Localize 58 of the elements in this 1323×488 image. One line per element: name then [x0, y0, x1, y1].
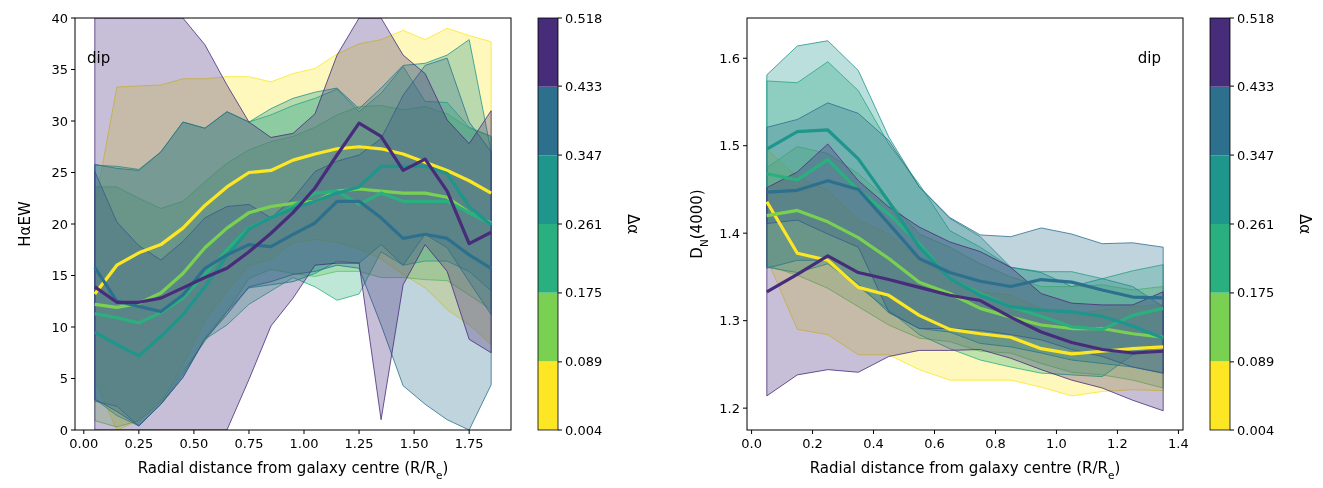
x-axis-title: Radial distance from galaxy centre (R/R$_{e}$)	[809, 459, 1121, 481]
line-series	[765, 254, 1165, 355]
y-tick-label: 1.5	[719, 138, 740, 154]
color-bar-label: 0.433	[1237, 78, 1275, 94]
x-tick-label: 1.25	[344, 436, 374, 451]
y-tick-label: 35	[51, 62, 68, 78]
color-bar-title: Δα	[1296, 213, 1314, 235]
x-tick-label: 0.2	[802, 436, 823, 451]
color-bar-label: 0.347	[1237, 147, 1275, 163]
color-bar-label: 0.261	[565, 216, 603, 232]
line-series	[765, 128, 1165, 340]
y-tick-label: 30	[51, 113, 68, 129]
x-tick-label: 1.0	[1046, 436, 1067, 451]
y-axis-title: HαEW	[16, 201, 34, 247]
y-tick-label: 20	[51, 216, 68, 232]
y-tick-label: 10	[51, 319, 68, 335]
color-bar-label: 0.089	[1237, 354, 1275, 370]
y-tick-label: 0	[59, 422, 68, 438]
color-bar-label: 0.004	[1237, 422, 1275, 438]
x-tick-label: 0.25	[124, 436, 154, 451]
color-bar-title: Δα	[624, 213, 642, 235]
line-series	[93, 121, 493, 304]
color-bar-label: 0.518	[565, 10, 603, 26]
line-series	[93, 164, 493, 358]
line-series	[765, 200, 1165, 356]
y-tick-label: 1.6	[719, 50, 740, 66]
y-tick-label: 5	[59, 371, 68, 387]
annotation: dip	[87, 49, 111, 67]
x-tick-label: 1.75	[454, 436, 484, 451]
y-tick-label: 1.3	[719, 313, 740, 329]
y-tick-label: 15	[51, 268, 68, 284]
color-bar-label: 0.089	[565, 354, 603, 370]
x-tick-label: 1.00	[289, 436, 319, 451]
line-series	[765, 179, 1165, 300]
x-tick-label: 0.50	[179, 436, 209, 451]
x-tick-label: 1.4	[1168, 436, 1189, 451]
annotation: dip	[1137, 49, 1161, 67]
x-axis-title: Radial distance from galaxy centre (R/R$_{e}$)	[137, 459, 449, 481]
x-tick-label: 0.4	[863, 436, 884, 451]
x-tick-label: 0.6	[924, 436, 945, 451]
x-tick-label: 1.50	[399, 436, 429, 451]
color-bar-label: 0.261	[1237, 216, 1275, 232]
color-bar-label: 0.175	[1237, 285, 1275, 301]
color-bar-label: 0.175	[565, 285, 603, 301]
x-tick-label: 0.8	[985, 436, 1006, 451]
y-tick-label: 40	[51, 10, 68, 26]
x-tick-label: 0.0	[741, 436, 762, 451]
y-tick-label: 25	[51, 165, 68, 181]
color-bar-label: 0.347	[565, 147, 603, 163]
x-tick-label: 0.75	[234, 436, 264, 451]
line-series	[93, 145, 493, 296]
y-tick-label: 1.4	[719, 225, 740, 241]
color-bar-label: 0.433	[565, 78, 603, 94]
color-bar-label: 0.518	[1237, 10, 1275, 26]
y-tick-label: 1.2	[719, 400, 740, 416]
x-tick-label: 0.00	[69, 436, 99, 451]
color-bar-label: 0.004	[565, 422, 603, 438]
x-tick-label: 1.2	[1107, 436, 1128, 451]
